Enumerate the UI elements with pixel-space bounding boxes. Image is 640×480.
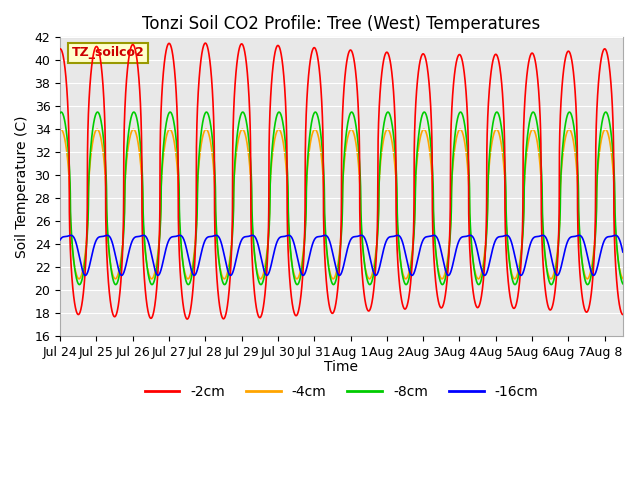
Legend: -2cm, -4cm, -8cm, -16cm: -2cm, -4cm, -8cm, -16cm [139,379,544,404]
Y-axis label: Soil Temperature (C): Soil Temperature (C) [15,116,29,258]
X-axis label: Time: Time [324,360,358,374]
Title: Tonzi Soil CO2 Profile: Tree (West) Temperatures: Tonzi Soil CO2 Profile: Tree (West) Temp… [142,15,541,33]
Text: TZ_soilco2: TZ_soilco2 [72,46,144,60]
